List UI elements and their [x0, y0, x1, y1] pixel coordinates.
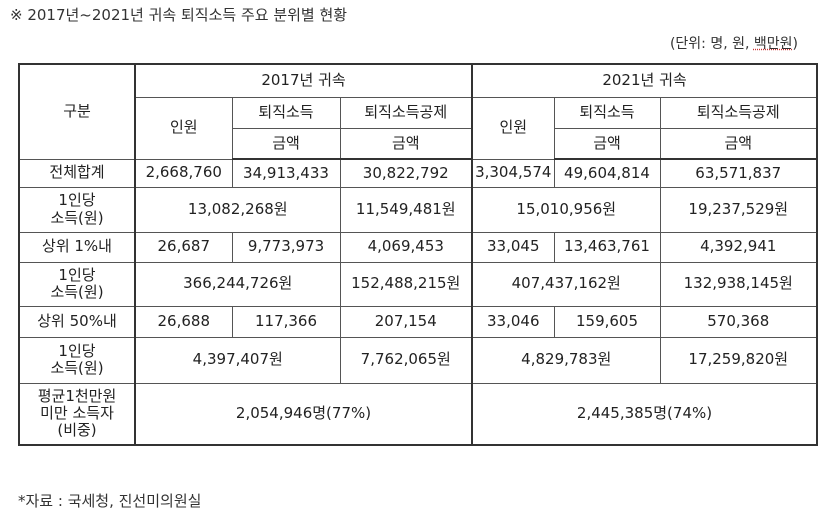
- cell-top50-2017-income: 117,366: [231, 305, 341, 338]
- unit-note: (단위: 명, 원, 백만원): [670, 33, 798, 53]
- cell-top50-per-2017-income: 4,397,407원: [134, 336, 341, 384]
- source-note: *자료 : 국세청, 진선미의원실: [18, 492, 202, 510]
- row-label-under-10m: 평균1천만원 미만 소득자 (비중): [18, 382, 136, 446]
- cell-top1-2021-deduction: 4,392,941: [659, 231, 818, 263]
- header-2021: 2021년 귀속: [471, 63, 818, 98]
- row-label-total: 전체합계: [18, 158, 136, 188]
- cell-under-10m-2021: 2,445,385명(74%): [471, 382, 818, 446]
- label-line1: 1인당: [58, 191, 96, 210]
- cell-under-10m-2017: 2,054,946명(77%): [134, 382, 473, 446]
- label-line1: 평균1천만원: [37, 386, 117, 405]
- cell-top50-2017-people: 26,688: [134, 305, 233, 338]
- header-2021-income-amount: 금액: [553, 127, 661, 160]
- cell-top1-per-2021-income: 407,437,162원: [471, 261, 661, 307]
- cell-total-per-2017-deduction: 11,549,481원: [339, 186, 473, 233]
- cell-top50-2017-deduction: 207,154: [339, 305, 473, 338]
- row-label-top50: 상위 50%내: [18, 305, 136, 338]
- row-label-top1-per-person: 1인당 소득(원): [18, 261, 136, 307]
- header-2021-people: 인원: [471, 96, 555, 160]
- cell-top1-2017-people: 26,687: [134, 231, 233, 263]
- label-line2: 소득(원): [50, 359, 104, 377]
- cell-total-2017-people: 2,668,760: [134, 158, 233, 188]
- header-2017-people: 인원: [134, 96, 233, 160]
- document-title: ※ 2017년~2021년 귀속 퇴직소득 주요 분위별 현황: [10, 6, 348, 24]
- label-line3: (비중): [57, 421, 97, 440]
- header-2021-deduction: 퇴직소득공제: [659, 96, 818, 129]
- cell-total-2021-people: 3,304,574: [471, 158, 555, 188]
- cell-total-2021-deduction: 63,571,837: [659, 158, 818, 188]
- cell-total-per-2017-income: 13,082,268원: [134, 186, 341, 233]
- label-line2: 소득(원): [50, 208, 104, 227]
- retirement-income-table: 구분 2017년 귀속 2021년 귀속 인원 퇴직소득 퇴직소득공제 인원 퇴…: [18, 63, 818, 446]
- cell-top1-per-2017-deduction: 152,488,215원: [339, 261, 473, 307]
- cell-top1-per-2017-income: 366,244,726원: [134, 261, 341, 307]
- cell-top1-2017-income: 9,773,973: [231, 231, 341, 263]
- row-label-total-per-person: 1인당 소득(원): [18, 186, 136, 233]
- cell-top50-2021-deduction: 570,368: [659, 305, 818, 338]
- cell-top50-per-2017-deduction: 7,762,065원: [339, 336, 473, 384]
- header-category: 구분: [18, 63, 136, 160]
- header-2021-income: 퇴직소득: [553, 96, 661, 129]
- label-line2: 미만 소득자: [40, 404, 114, 423]
- cell-total-2021-income: 49,604,814: [553, 158, 661, 188]
- cell-total-per-2021-income: 15,010,956원: [471, 186, 661, 233]
- unit-suffix: ): [792, 36, 798, 52]
- cell-top1-per-2021-deduction: 132,938,145원: [659, 261, 818, 307]
- label-line2: 소득(원): [50, 283, 104, 301]
- label-line1: 1인당: [58, 341, 96, 360]
- row-label-top1: 상위 1%내: [18, 231, 136, 263]
- header-2017-deduction-amount: 금액: [339, 127, 473, 160]
- cell-total-2017-income: 34,913,433: [231, 158, 341, 188]
- cell-top50-per-2021-deduction: 17,259,820원: [659, 336, 818, 384]
- cell-top1-2021-income: 13,463,761: [553, 231, 661, 263]
- header-2017-income: 퇴직소득: [231, 96, 341, 129]
- cell-total-2017-deduction: 30,822,792: [339, 158, 473, 188]
- header-2017-deduction: 퇴직소득공제: [339, 96, 473, 129]
- unit-prefix: (단위: 명, 원,: [669, 36, 754, 52]
- cell-top1-2021-people: 33,045: [471, 231, 555, 263]
- unit-highlight: 백만원: [753, 36, 793, 52]
- cell-top50-2021-income: 159,605: [553, 305, 661, 338]
- header-2017-income-amount: 금액: [231, 127, 341, 160]
- cell-top50-per-2021-income: 4,829,783원: [471, 336, 661, 384]
- label-line1: 1인당: [58, 265, 96, 284]
- header-2017: 2017년 귀속: [134, 63, 473, 98]
- row-label-top50-per-person: 1인당 소득(원): [18, 336, 136, 384]
- cell-total-per-2021-deduction: 19,237,529원: [659, 186, 818, 233]
- cell-top50-2021-people: 33,046: [471, 305, 555, 338]
- header-2021-deduction-amount: 금액: [659, 127, 818, 160]
- cell-top1-2017-deduction: 4,069,453: [339, 231, 473, 263]
